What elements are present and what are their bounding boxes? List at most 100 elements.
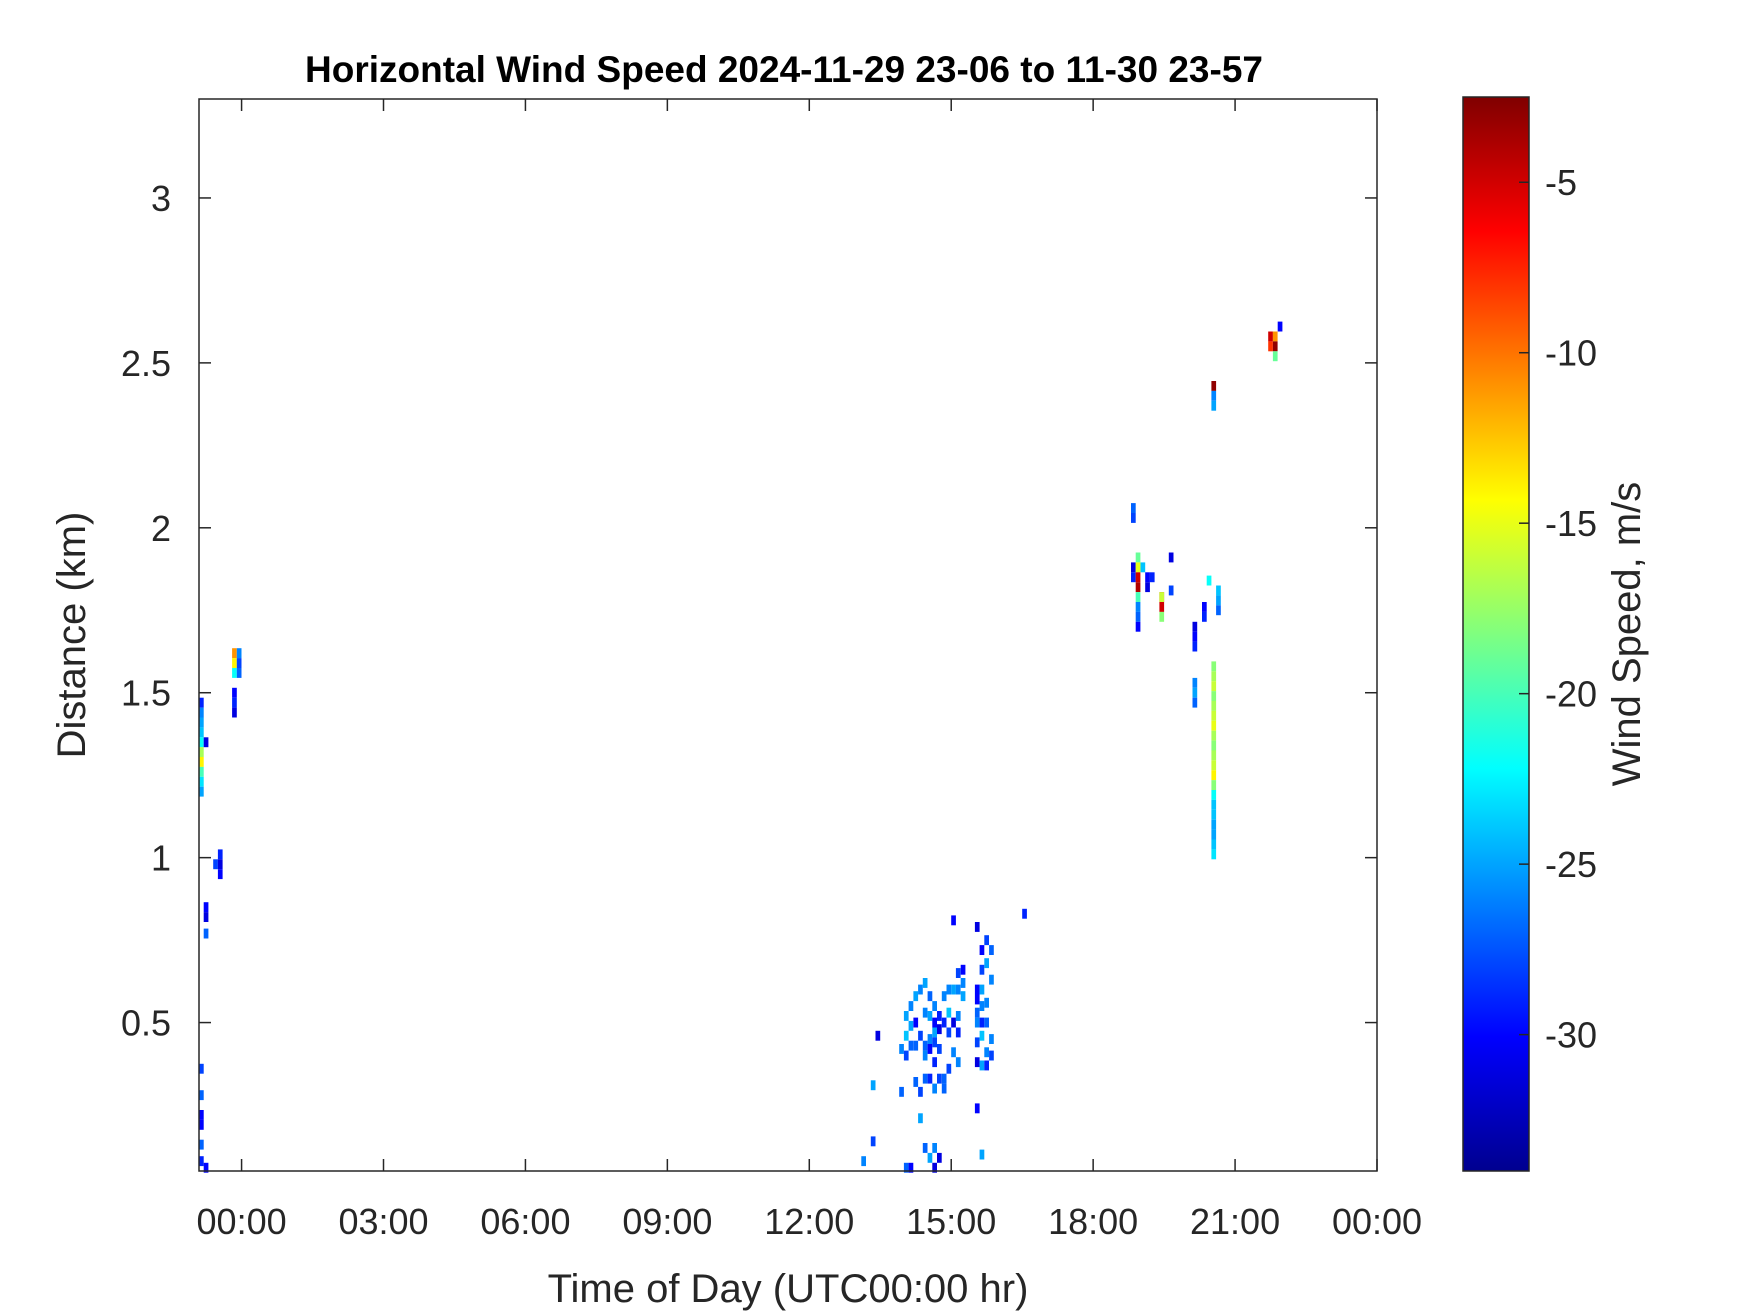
heatmap-cell bbox=[1206, 575, 1212, 586]
heatmap-cell bbox=[1211, 681, 1217, 692]
heatmap-cell bbox=[984, 1017, 989, 1028]
heatmap-cell bbox=[232, 648, 237, 659]
colorbar-tick-label: -25 bbox=[1545, 844, 1597, 885]
heatmap-cell bbox=[946, 1007, 952, 1018]
heatmap-cell bbox=[960, 991, 966, 1002]
heatmap-cell bbox=[1211, 780, 1217, 790]
heatmap-cell bbox=[927, 1073, 933, 1084]
heatmap-cell bbox=[203, 902, 209, 913]
heatmap-cell bbox=[203, 928, 209, 939]
heatmap-cell bbox=[1131, 572, 1136, 583]
heatmap-cell bbox=[1211, 740, 1217, 751]
heatmap-cell bbox=[1135, 582, 1141, 593]
heatmap-cell bbox=[1202, 611, 1207, 622]
heatmap-cell bbox=[955, 984, 961, 995]
heatmap-cell bbox=[1159, 611, 1165, 622]
heatmap-cell bbox=[937, 1044, 942, 1054]
heatmap-cell bbox=[903, 1050, 909, 1061]
heatmap-cell bbox=[941, 1083, 947, 1094]
heatmap-cell bbox=[1192, 697, 1198, 708]
heatmap-cell bbox=[870, 1080, 876, 1091]
heatmap-cell bbox=[1211, 829, 1217, 840]
heatmap-cell bbox=[979, 945, 985, 955]
heatmap-cell bbox=[199, 747, 204, 757]
heatmap-cell bbox=[1135, 621, 1141, 632]
heatmap-cell bbox=[199, 1119, 204, 1130]
heatmap-cell bbox=[922, 1073, 928, 1084]
heatmap-cell bbox=[1192, 631, 1198, 642]
heatmap-cell bbox=[1135, 552, 1141, 563]
heatmap-cell bbox=[979, 984, 985, 995]
heatmap-cell bbox=[951, 1047, 956, 1058]
y-tick-label: 3 bbox=[151, 178, 171, 219]
heatmap-cell bbox=[932, 1083, 937, 1094]
heatmap-cell bbox=[913, 991, 919, 1002]
heatmap-cell bbox=[941, 991, 947, 1002]
heatmap-cell bbox=[922, 1040, 928, 1051]
heatmap-cell bbox=[927, 1034, 933, 1044]
colorbar-tick-label: -20 bbox=[1545, 674, 1597, 715]
heatmap-cell bbox=[1211, 770, 1217, 781]
heatmap-cell bbox=[989, 1034, 994, 1044]
heatmap-cell bbox=[1192, 621, 1198, 632]
y-tick-label: 2.5 bbox=[121, 343, 171, 384]
heatmap-cell bbox=[199, 727, 204, 738]
heatmap-cell bbox=[951, 1017, 956, 1028]
heatmap-cell bbox=[1168, 552, 1174, 563]
colorbar bbox=[1462, 96, 1530, 1172]
heatmap-cell bbox=[1272, 341, 1278, 352]
heatmap-cell bbox=[979, 1030, 985, 1041]
heatmap-cell bbox=[979, 1017, 985, 1028]
heatmap-cell bbox=[1211, 400, 1217, 411]
heatmap-cell bbox=[979, 1149, 985, 1160]
heatmap-cell bbox=[1202, 602, 1207, 612]
colorbar-tick-label: -15 bbox=[1545, 503, 1597, 544]
heatmap-cell bbox=[984, 997, 989, 1008]
heatmap-cell bbox=[946, 984, 952, 995]
heatmap-cell bbox=[1131, 562, 1136, 573]
heatmap-cell bbox=[1216, 585, 1221, 596]
heatmap-cell bbox=[932, 1143, 937, 1153]
heatmap-cell bbox=[941, 1073, 947, 1084]
heatmap-cell bbox=[199, 776, 204, 787]
heatmap-cell bbox=[1211, 691, 1217, 701]
heatmap-cell bbox=[1192, 677, 1198, 688]
heatmap-cell bbox=[974, 1037, 980, 1048]
heatmap-cell bbox=[903, 1162, 909, 1173]
heatmap-cell bbox=[1211, 750, 1217, 761]
heatmap-cell bbox=[1211, 701, 1217, 711]
heatmap-cell bbox=[199, 717, 204, 728]
heatmap-cell bbox=[199, 757, 204, 767]
heatmap-cell bbox=[1211, 849, 1217, 860]
colorbar-tick-label: -30 bbox=[1545, 1015, 1597, 1056]
heatmap-cell bbox=[199, 1110, 204, 1120]
heatmap-cell bbox=[1135, 611, 1141, 622]
heatmap-cell bbox=[908, 1020, 914, 1031]
heatmap-cell bbox=[1211, 671, 1217, 682]
heatmap-cell bbox=[979, 964, 985, 975]
heatmap-cell bbox=[199, 697, 204, 708]
heatmap-cell bbox=[1272, 331, 1278, 342]
x-tick-label: 09:00 bbox=[622, 1201, 712, 1242]
heatmap-cell bbox=[1216, 595, 1221, 606]
heatmap-cell bbox=[199, 786, 204, 797]
heatmap-cell bbox=[927, 1011, 933, 1021]
heatmap-cell bbox=[899, 1086, 904, 1097]
heatmap-cell bbox=[1211, 799, 1217, 810]
heatmap-cell bbox=[927, 1044, 933, 1054]
plot-area-frame bbox=[198, 98, 1378, 1172]
heatmap-cell bbox=[974, 922, 980, 932]
heatmap-cell bbox=[217, 859, 223, 870]
x-tick-label: 18:00 bbox=[1048, 1201, 1138, 1242]
x-tick-label: 21:00 bbox=[1190, 1201, 1280, 1242]
x-axis-ticks: 00:00 03:00 06:00 09:00 12:00 15:00 18:00 21:00… bbox=[197, 99, 1422, 1242]
heatmap-cell bbox=[203, 1162, 209, 1173]
heatmap-cell bbox=[908, 1001, 914, 1011]
heatmap-cell bbox=[1192, 687, 1198, 698]
heatmap-cell bbox=[932, 1017, 937, 1028]
heatmap-cell bbox=[951, 915, 956, 926]
heatmap-cell bbox=[232, 697, 237, 708]
heatmap-cell bbox=[974, 1007, 980, 1018]
heatmap-cell bbox=[217, 849, 223, 860]
heatmap-cell bbox=[1211, 790, 1217, 800]
